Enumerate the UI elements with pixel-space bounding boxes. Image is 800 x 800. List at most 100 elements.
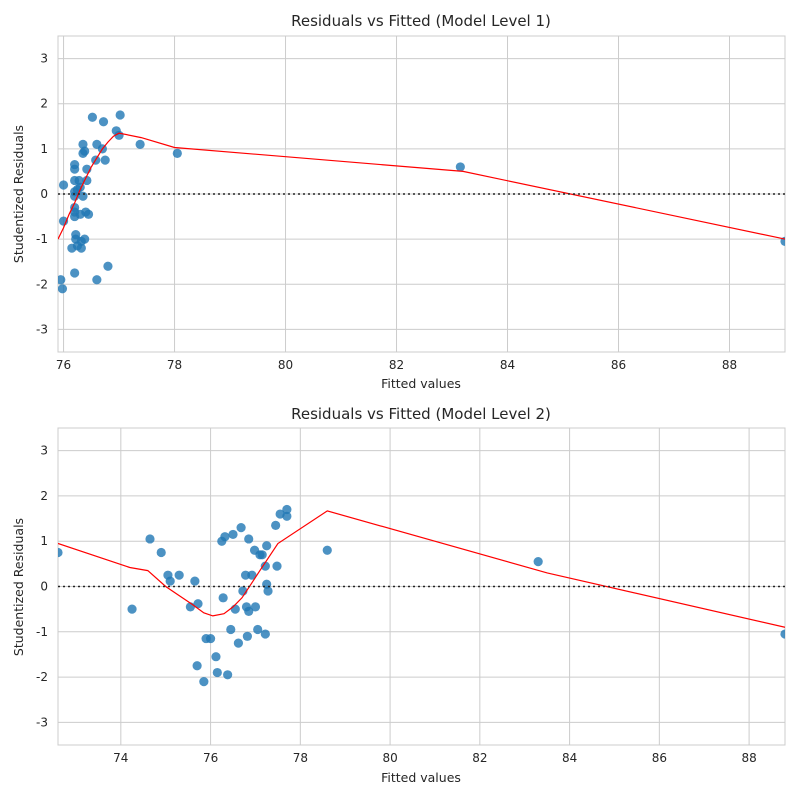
x-tick-label: 78 bbox=[293, 751, 308, 765]
data-point bbox=[244, 606, 254, 617]
data-point bbox=[87, 112, 98, 122]
data-point bbox=[236, 523, 246, 533]
data-point bbox=[271, 520, 281, 530]
data-point bbox=[223, 670, 233, 680]
data-point bbox=[58, 275, 66, 285]
data-point bbox=[193, 599, 203, 609]
y-tick-label: 0 bbox=[40, 187, 48, 201]
y-tick-label: 3 bbox=[40, 444, 48, 458]
data-point bbox=[455, 162, 465, 172]
data-point bbox=[242, 631, 252, 641]
data-point bbox=[80, 146, 90, 156]
data-point bbox=[98, 117, 109, 127]
data-point bbox=[257, 550, 267, 560]
data-point bbox=[282, 511, 292, 521]
scatter-points bbox=[58, 504, 785, 687]
x-tick-label: 82 bbox=[389, 358, 404, 372]
data-point bbox=[83, 209, 94, 219]
data-point bbox=[212, 667, 222, 678]
data-point bbox=[533, 556, 543, 567]
data-point bbox=[780, 629, 785, 639]
x-tick-label: 76 bbox=[203, 751, 218, 765]
data-point bbox=[172, 148, 182, 158]
data-point bbox=[58, 547, 63, 558]
data-point bbox=[192, 661, 202, 671]
data-point bbox=[253, 624, 263, 635]
x-axis-label: Fitted values bbox=[381, 376, 461, 391]
data-point bbox=[205, 633, 216, 644]
y-tick-label: -1 bbox=[36, 232, 48, 246]
y-tick-label: 1 bbox=[40, 534, 48, 548]
y-tick-label: -2 bbox=[36, 670, 48, 684]
x-tick-label: 84 bbox=[562, 751, 577, 765]
data-point bbox=[244, 534, 254, 544]
y-tick-label: 3 bbox=[40, 52, 48, 66]
data-point bbox=[199, 677, 209, 687]
data-point bbox=[282, 504, 292, 515]
data-point bbox=[115, 110, 125, 120]
lowess-line bbox=[58, 510, 785, 628]
x-tick-label: 86 bbox=[652, 751, 667, 765]
y-tick-label: 2 bbox=[40, 489, 48, 503]
data-point bbox=[70, 268, 80, 278]
data-point bbox=[230, 604, 240, 614]
x-tick-label: 88 bbox=[741, 751, 756, 765]
data-point bbox=[127, 604, 137, 614]
x-tick-label: 82 bbox=[472, 751, 487, 765]
lowess-line bbox=[58, 132, 785, 240]
y-tick-label: -3 bbox=[36, 322, 48, 336]
chart-title: Residuals vs Fitted (Model Level 1) bbox=[291, 12, 551, 30]
data-point bbox=[78, 191, 88, 201]
chart-title: Residuals vs Fitted (Model Level 2) bbox=[291, 405, 551, 423]
data-point bbox=[74, 175, 84, 186]
data-point bbox=[322, 545, 332, 555]
x-tick-label: 78 bbox=[167, 358, 182, 372]
data-point bbox=[70, 164, 80, 174]
data-point bbox=[76, 243, 86, 253]
x-tick-label: 74 bbox=[113, 751, 128, 765]
x-tick-label: 80 bbox=[382, 751, 397, 765]
x-tick-label: 76 bbox=[56, 358, 71, 372]
data-point bbox=[190, 576, 200, 586]
scatter-points bbox=[58, 110, 785, 294]
y-tick-label: 1 bbox=[40, 142, 48, 156]
chart-panel-level-1: Residuals vs Fitted (Model Level 1) Fitt… bbox=[11, 12, 786, 391]
chart-panel-level-2: Residuals vs Fitted (Model Level 2) Fitt… bbox=[11, 405, 786, 785]
grid bbox=[58, 36, 785, 352]
data-point bbox=[218, 593, 228, 603]
y-tick-label: -3 bbox=[36, 715, 48, 729]
data-point bbox=[247, 570, 257, 580]
data-point bbox=[58, 180, 69, 190]
data-point bbox=[156, 547, 166, 558]
data-point bbox=[80, 234, 90, 244]
data-point bbox=[220, 532, 230, 542]
y-tick-label: -1 bbox=[36, 625, 48, 639]
plot-area bbox=[58, 110, 785, 294]
data-point bbox=[226, 624, 236, 635]
data-point bbox=[250, 602, 261, 612]
y-tick-label: -2 bbox=[36, 277, 48, 291]
data-point bbox=[165, 576, 175, 586]
x-tick-label: 84 bbox=[500, 358, 515, 372]
plot-area bbox=[58, 504, 785, 687]
data-point bbox=[211, 652, 221, 662]
data-point bbox=[103, 261, 113, 271]
x-tick-label: 80 bbox=[278, 358, 293, 372]
data-point bbox=[82, 175, 92, 186]
data-point bbox=[100, 155, 110, 165]
x-tick-label: 88 bbox=[722, 358, 737, 372]
y-axis-label: Studentized Residuals bbox=[11, 518, 26, 656]
data-point bbox=[272, 561, 282, 571]
data-point bbox=[92, 275, 102, 285]
y-tick-label: 2 bbox=[40, 97, 48, 111]
data-point bbox=[174, 570, 184, 580]
data-point bbox=[260, 561, 270, 571]
grid bbox=[58, 428, 785, 745]
x-axis-label: Fitted values bbox=[381, 770, 461, 785]
y-axis-label: Studentized Residuals bbox=[11, 125, 26, 263]
data-point bbox=[135, 139, 145, 149]
data-point bbox=[263, 586, 273, 596]
data-point bbox=[233, 638, 244, 648]
y-tick-label: 0 bbox=[40, 580, 48, 594]
